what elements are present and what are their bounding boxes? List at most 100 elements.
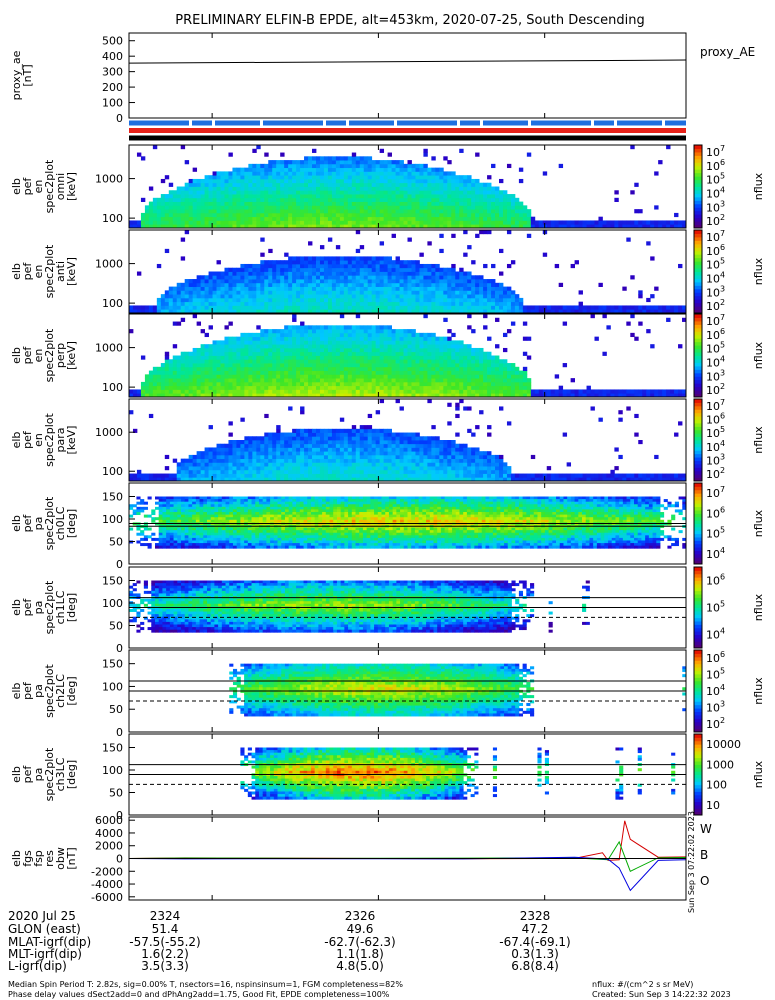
spectrogram-cell [367,363,373,368]
spectrogram-cell [510,212,516,218]
spectrogram-cell [355,256,361,261]
spectrogram-cell [176,297,182,303]
spectrogram-cell [407,163,412,169]
spectrogram-cell [411,186,416,191]
spectrogram-cell [280,182,285,187]
spectrogram-cell [192,473,198,478]
spectrogram-cell [288,178,293,184]
spectrogram-cell [280,209,285,214]
spectrogram-cell [674,393,679,398]
spectrogram-cell [160,393,166,398]
spectrogram-cell [224,271,229,276]
spectrogram-cell [236,351,241,356]
spectrogram-cell [272,443,277,448]
spectrogram-cell [371,374,377,379]
spectrogram-cell [152,305,158,310]
spectrogram-cell [220,351,225,356]
spectrogram-cell [339,216,345,221]
spectrogram-cell [431,294,436,299]
spectrogram-cell [172,212,178,218]
spectrogram-cell [502,201,508,206]
spectrogram-cell [300,370,305,375]
spectrogram-cell [459,381,464,387]
spectrogram-cell [506,297,512,303]
spectrogram-cell [335,245,341,250]
spectrogram-cell [467,190,472,195]
spectrogram-cell [363,347,369,353]
spectrogram-cell [148,473,154,478]
spectrogram-cell [260,286,265,291]
spectrogram-cell [240,282,245,287]
spectrogram-cell [315,279,321,284]
spectrogram-cell [467,175,472,180]
spectrogram-cell [304,282,309,287]
spectrogram-cell [455,393,460,398]
spectrogram-cell [304,167,309,172]
spectrogram-cell [276,340,281,345]
spectrogram-cell [423,152,428,157]
spectrogram-cell [208,370,213,375]
spectrogram-cell [236,385,241,390]
spectrogram-cell [284,440,289,445]
spectrogram-cell [443,182,448,187]
spectrogram-cell [196,458,202,463]
spectrogram-cell [284,294,289,299]
spectrogram-cell [407,175,412,180]
spectrogram-cell [502,190,508,195]
spectrogram-cell [638,209,643,214]
spectrogram-cell [359,160,365,165]
spectrogram-cell [347,190,353,195]
spectrogram-cell [375,263,381,269]
spectrogram-cell [224,267,229,272]
spectrogram-cell [339,355,345,360]
spectrogram-cell [574,220,579,225]
spectrogram-cell [634,182,639,187]
spectrogram-cell [292,267,297,272]
spectrogram-cell [514,201,520,206]
spectrogram-cell [296,389,301,394]
spectrogram-cell [427,209,432,214]
spectrogram-cell [315,305,321,310]
spectrogram-cell [312,271,317,276]
spectrogram-cell [208,389,213,394]
spectrogram-cell [208,271,213,276]
spectrogram-cell [475,366,480,371]
spectrogram-cell [180,378,186,383]
spectrogram-cell [407,201,412,206]
spectrogram-cell [168,182,174,187]
spectrogram-cell [284,160,289,165]
spectrogram-cell [300,163,305,169]
spectrogram-cell [327,332,333,338]
spectrogram-cell [284,260,289,265]
spectrogram-cell [236,454,241,460]
colorbar-segment [694,393,702,398]
spectrogram-cell [212,447,217,452]
spectrogram-cell [164,374,170,379]
spectrogram-cell [315,366,321,371]
spectrogram-cell [260,436,265,441]
spectrogram-cell [582,309,587,314]
spectrogram-cell [204,301,209,306]
spectrogram-cell [339,381,345,387]
y-axis-label-line: pef [21,346,34,365]
spectrogram-cell [212,451,217,456]
spectrogram-cell [315,363,321,368]
spectrogram-cell [355,263,361,269]
spectrogram-cell [479,363,484,368]
spectrogram-cell [276,436,281,441]
spectrogram-cell [463,301,468,306]
spectrogram-cell [280,297,285,303]
spectrogram-cell [491,305,496,310]
spectrogram-cell [367,393,373,398]
spectrogram-cell [164,370,170,375]
spectrogram-cell [387,275,392,280]
spectrogram-cell [650,393,655,398]
spectrogram-cell [268,282,273,287]
spectrogram-cell [292,220,297,225]
spectrogram-cell [200,344,205,349]
spectrogram-cell [172,290,178,295]
spectrogram-cell [407,294,412,299]
spectrogram-cell [379,241,385,246]
spectrogram-cell [248,163,253,169]
spectrogram-cell [256,167,261,172]
